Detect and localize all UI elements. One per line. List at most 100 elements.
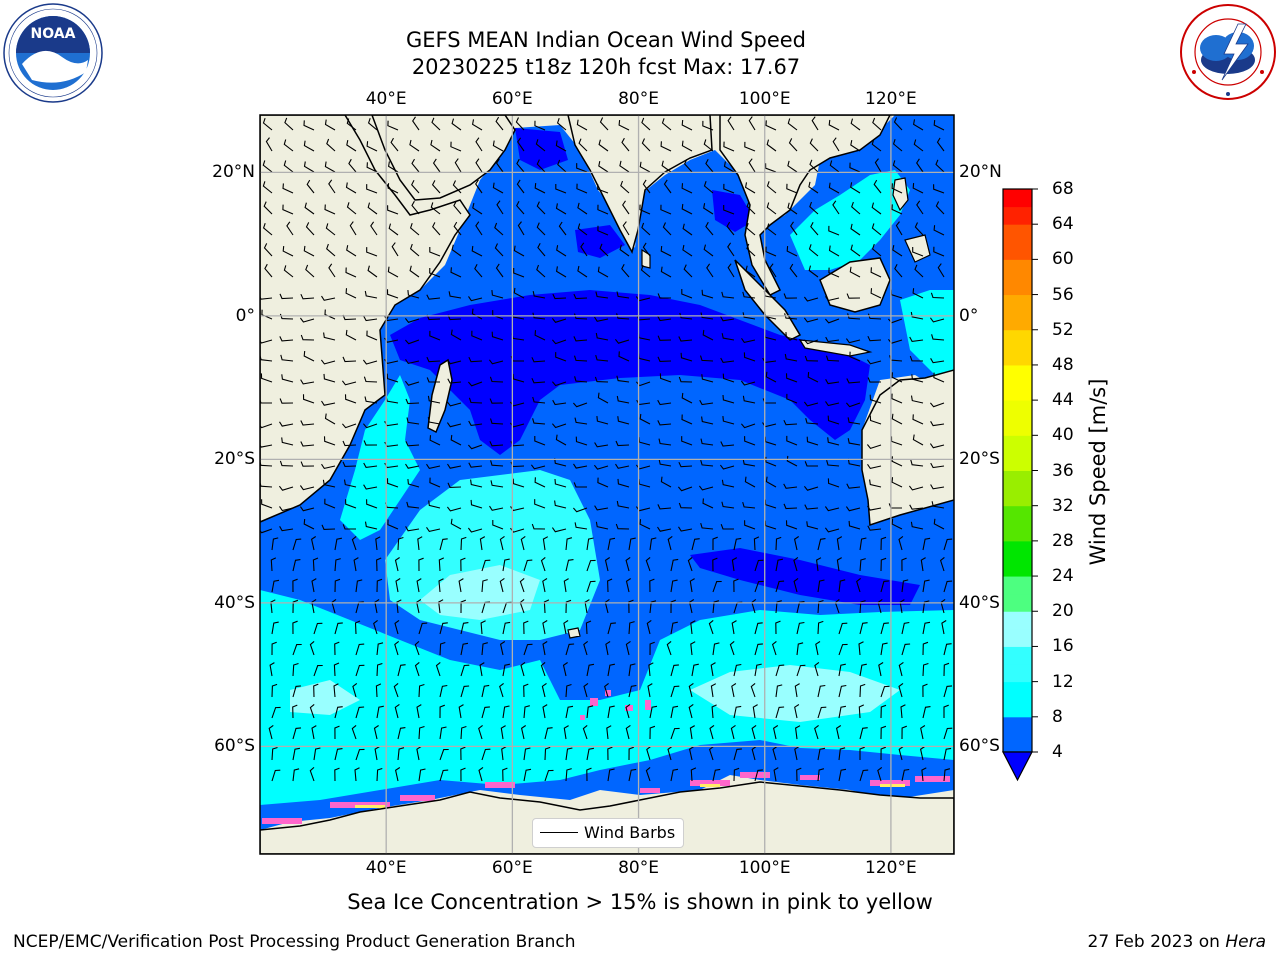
wind-barb [729,640,735,656]
wind-barb [870,267,882,278]
wind-barb [635,506,651,512]
wind-barb [786,183,798,194]
wind-barb [809,201,819,215]
wind-barb [910,311,924,320]
wind-barb [323,332,336,341]
wind-barb [639,519,651,530]
lat-label-left: 20°N [212,162,255,183]
wind-barb [838,622,848,635]
wind-barb [345,499,357,509]
wind-barb [666,640,672,656]
wind-barb [573,336,588,342]
wind-barb [435,661,441,677]
wind-barb [880,642,888,656]
wind-barb [751,724,757,740]
wind-barb [496,200,504,215]
wind-barb [345,267,357,278]
wind-barb [625,724,631,740]
lat-label-left: 40°S [214,592,255,613]
wind-barb [516,179,525,194]
wind-barb [825,401,840,407]
wind-barb [313,622,323,635]
wind-barb [279,293,294,300]
java-coastline [798,339,873,357]
wind-barb [937,263,945,278]
wind-barb [355,748,365,761]
wind-barb [299,506,315,512]
wind-barb [892,160,903,173]
wind-barb [565,537,573,551]
wind-barb [535,139,546,152]
wind-barb [726,221,735,236]
wind-barb [929,443,945,449]
wind-barb [874,158,882,173]
wind-barb [828,267,840,278]
wind-barb [531,357,546,363]
wind-barb [678,376,693,383]
wind-barb [427,417,441,425]
wind-barb [690,767,697,782]
wind-barb [439,704,445,719]
wind-barb [639,204,651,215]
wind-barb [701,289,714,299]
wind-barb [670,621,678,635]
wind-barb [838,684,847,698]
wind-barb [657,526,672,532]
wind-barb [430,202,441,215]
wind-barb [701,374,714,383]
wind-barb [426,526,441,533]
wind-barb [428,500,441,509]
wind-barb [642,179,651,194]
wind-barb [943,538,953,551]
colorbar-tick-label: 56 [1052,284,1074,305]
wind-barb [404,339,420,345]
wind-barb [817,747,826,761]
wind-barb [532,312,546,320]
colorbar-title: Wind Speed [m/s] [1086,378,1110,566]
wind-barb [271,769,281,782]
wind-barb [523,705,530,719]
wind-barb [898,535,904,551]
wind-barb [501,746,507,761]
wind-barb [702,329,714,341]
wind-barb [375,683,382,698]
wind-barb [542,536,549,551]
wind-barb [723,205,735,215]
wind-barb [271,579,280,593]
wind-barb [746,201,756,215]
wind-barb [649,725,656,740]
wind-barb [577,223,588,236]
wind-barb [817,684,826,698]
wind-barb [745,265,756,278]
colorbar-segment [1003,347,1032,366]
wind-barb [292,643,302,656]
colorbar-tick-label: 52 [1052,319,1074,340]
wind-barb [370,221,378,236]
wind-barb [607,768,615,782]
wind-barb [260,460,273,467]
wind-barb [580,242,588,257]
wind-barb [856,577,861,593]
wind-barb [418,768,426,782]
wind-barb [489,441,504,447]
wind-barb [265,137,273,152]
wind-barb [754,643,763,656]
wind-barb [479,536,486,551]
wind-barb [344,394,357,404]
wind-barb [858,641,864,656]
wind-barb [439,538,448,551]
wind-barb [766,181,777,194]
wind-barb [481,748,491,761]
wind-barb [261,499,273,509]
wind-barb [502,705,510,719]
wind-barb [292,704,298,719]
wind-barb [544,769,554,782]
wind-barb [303,350,315,362]
colorbar-tick-label: 44 [1052,390,1074,411]
wind-barb [943,704,949,718]
wind-barb [871,243,882,257]
wind-barb [376,767,383,782]
wind-barb [607,746,613,761]
wind-barb [416,599,422,614]
wind-barb [740,423,756,429]
